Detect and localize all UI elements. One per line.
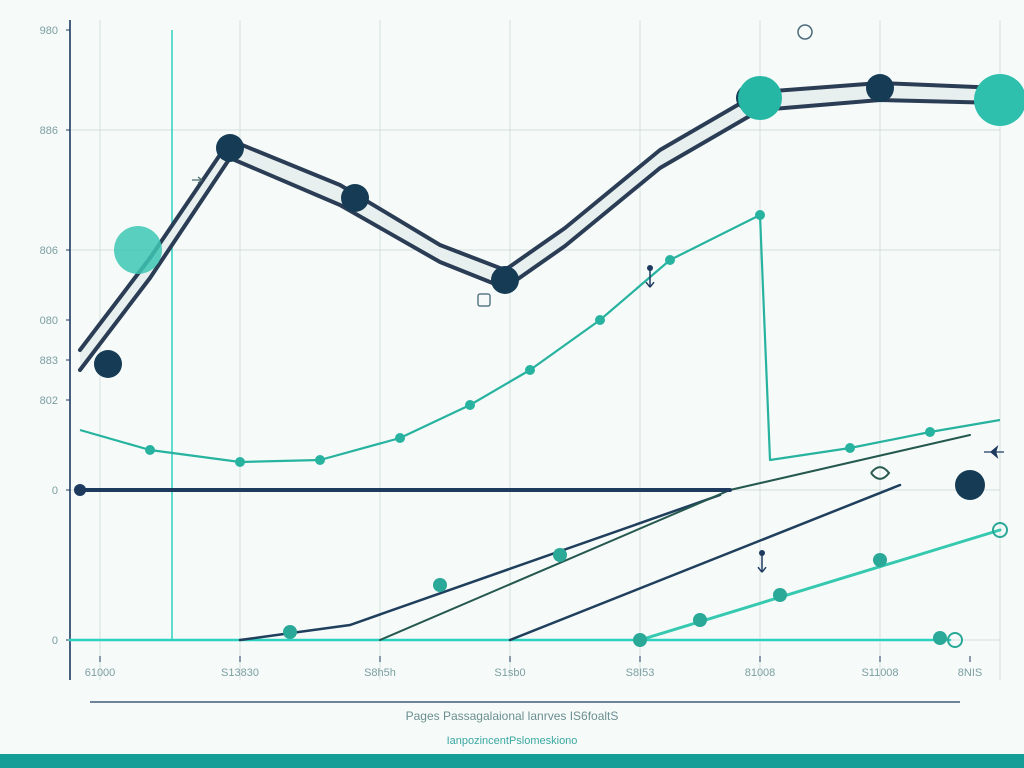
series-teal-marker (465, 400, 475, 410)
pin-down-icon (759, 550, 765, 556)
chart-background (0, 0, 1024, 768)
series-teal-marker (665, 255, 675, 265)
chart-svg: 0 0 802 883 080 806 886 980 61000 S13830 S8h5h S1sb… (0, 0, 1024, 768)
series-teal-marker (595, 315, 605, 325)
x-tick-label: 61000 (85, 667, 116, 679)
series-main-node (341, 184, 369, 212)
accent-circle (974, 74, 1024, 126)
chart-subcaption: IanpozincentPslomeskiono (447, 735, 578, 747)
series-teal-marker (395, 433, 405, 443)
ray-marker (933, 631, 947, 645)
series-teal-marker (315, 455, 325, 465)
ray-marker (873, 553, 887, 567)
footer-bar (0, 754, 1024, 768)
ray-marker (633, 633, 647, 647)
y-tick-label: 806 (40, 245, 58, 257)
x-tick-label: S8h5h (364, 667, 396, 679)
series-teal-marker (845, 443, 855, 453)
x-tick-label: S13830 (221, 667, 259, 679)
accent-circle (114, 226, 162, 274)
x-tick-label: 81008 (745, 667, 776, 679)
series-teal-marker (145, 445, 155, 455)
ray-marker (283, 625, 297, 639)
y-tick-label: 802 (40, 395, 58, 407)
ray-marker (553, 548, 567, 562)
series-main-node (866, 74, 894, 102)
y-tick-label: 980 (40, 25, 58, 37)
chart-caption: Pages Passagalaional lanrves IS6foaltS (406, 709, 619, 723)
pin-down-icon (647, 265, 653, 271)
y-tick-label: 080 (40, 315, 58, 327)
series-teal-marker (525, 365, 535, 375)
ray-marker (773, 588, 787, 602)
x-tick-label: S11008 (861, 667, 898, 679)
accent-circle (955, 470, 985, 500)
y-tick-label: 0 (52, 635, 58, 647)
y-tick-label: 883 (40, 355, 58, 367)
series-baseline-start (74, 484, 86, 496)
series-main-node (491, 266, 519, 294)
ray-marker (693, 613, 707, 627)
x-tick-label: S8I53 (626, 667, 655, 679)
series-main-node (94, 350, 122, 378)
chart-container: 0 0 802 883 080 806 886 980 61000 S13830 S8h5h S1sb… (0, 0, 1024, 768)
series-main-node (216, 134, 244, 162)
y-tick-label: 0 (52, 485, 58, 497)
series-teal-marker (925, 427, 935, 437)
y-tick-label: 886 (40, 125, 58, 137)
ray-marker (433, 578, 447, 592)
x-tick-label: S1sb0 (494, 667, 525, 679)
accent-circle (738, 76, 782, 120)
series-teal-marker (755, 210, 765, 220)
series-teal-marker (235, 457, 245, 467)
x-tick-label: 8NIS (958, 667, 982, 679)
